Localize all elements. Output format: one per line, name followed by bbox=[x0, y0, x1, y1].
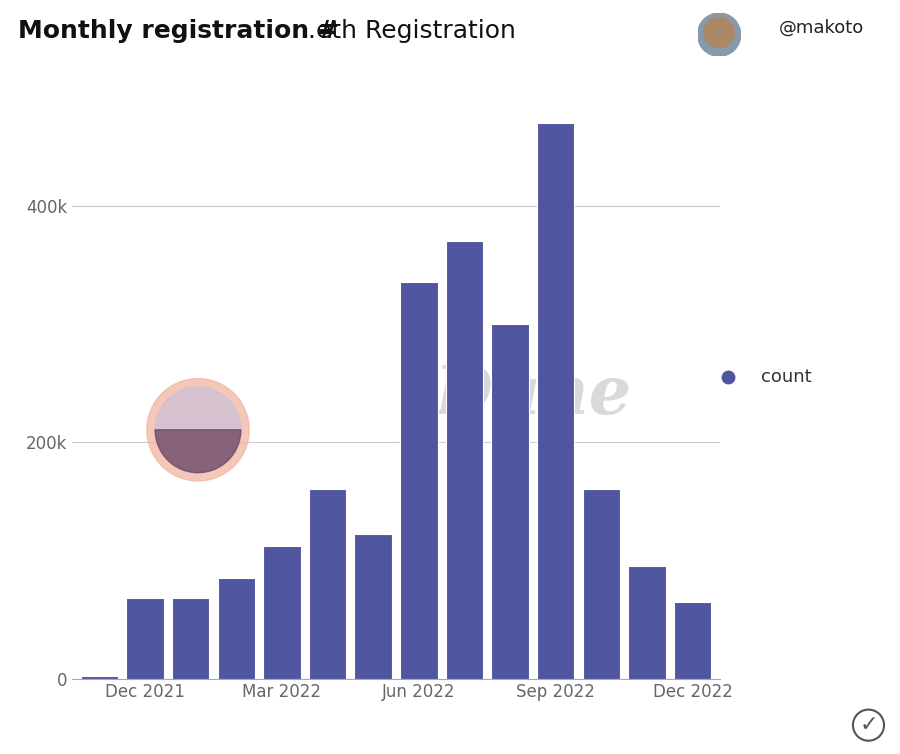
Wedge shape bbox=[155, 387, 241, 430]
Bar bbox=[263, 546, 301, 679]
Bar bbox=[172, 598, 210, 679]
Text: count: count bbox=[760, 368, 811, 386]
Bar bbox=[309, 489, 346, 679]
Bar bbox=[400, 283, 437, 679]
Bar bbox=[81, 676, 118, 679]
Bar bbox=[582, 489, 620, 679]
Bar bbox=[355, 535, 392, 679]
Text: Monthly registration #: Monthly registration # bbox=[18, 19, 339, 43]
Text: ✓: ✓ bbox=[860, 715, 878, 735]
Circle shape bbox=[698, 13, 741, 57]
Wedge shape bbox=[155, 430, 241, 473]
Bar bbox=[218, 578, 255, 679]
Text: Dune: Dune bbox=[435, 363, 632, 428]
Text: .eth Registration: .eth Registration bbox=[284, 19, 516, 43]
Bar bbox=[446, 241, 483, 679]
Bar bbox=[537, 123, 574, 679]
Bar bbox=[674, 602, 711, 679]
Circle shape bbox=[147, 379, 249, 481]
Circle shape bbox=[704, 17, 734, 48]
Bar bbox=[628, 566, 666, 679]
Bar bbox=[126, 598, 164, 679]
Text: @makoto: @makoto bbox=[778, 19, 864, 37]
Bar bbox=[491, 323, 529, 679]
